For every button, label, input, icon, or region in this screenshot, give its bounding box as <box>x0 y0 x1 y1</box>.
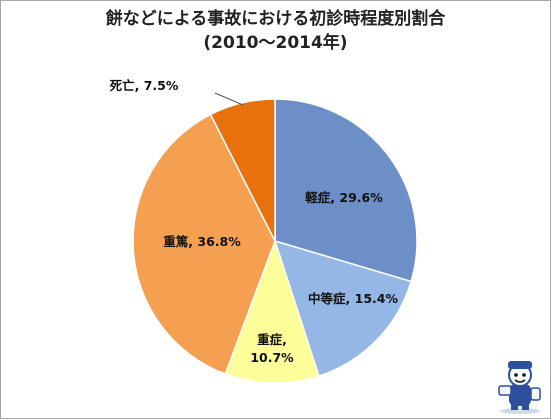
slice-label: 死亡, 7.5% <box>109 78 179 93</box>
pie-slice <box>273 239 413 377</box>
leader-line-shibo <box>214 92 244 106</box>
slice-label: 重篤, 36.8% <box>163 234 241 249</box>
slice-labels: 軽症, 29.6% 中等症, 15.4% 重症, 10.7% 重篤, 36.8% 死亡, … <box>109 78 399 365</box>
pie-slice <box>209 98 276 242</box>
pie-slice <box>224 238 320 384</box>
pie-slice <box>274 98 418 283</box>
pie-slice <box>132 113 276 375</box>
mascot-character-icon <box>498 361 541 414</box>
slice-label: 重症, 10.7% <box>250 332 294 365</box>
chart-title: 餅などによる事故における初診時程度別割合 (2010～2014年) <box>1 7 550 55</box>
slice-label: 中等症, 15.4% <box>308 291 398 306</box>
chart-title-main: 餅などによる事故における初診時程度別割合 <box>105 9 446 29</box>
slice-label: 軽症, 29.6% <box>305 190 383 205</box>
chart-subtitle: (2010～2014年) <box>203 33 348 53</box>
pie-slices <box>132 98 418 384</box>
